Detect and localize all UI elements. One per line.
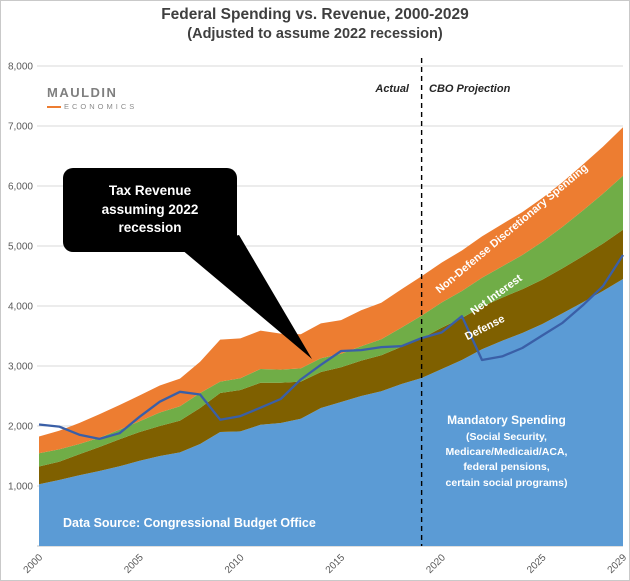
callout-line1: Tax Revenue bbox=[108, 182, 192, 198]
svg-text:6,000: 6,000 bbox=[8, 182, 33, 193]
svg-text:2005: 2005 bbox=[122, 552, 146, 576]
svg-text:3,000: 3,000 bbox=[8, 362, 33, 373]
cbo-projection-label: CBO Projection bbox=[429, 83, 511, 95]
actual-label: Actual bbox=[375, 83, 409, 95]
svg-text:1,000: 1,000 bbox=[8, 482, 33, 493]
svg-text:8,000: 8,000 bbox=[8, 62, 33, 73]
mauldin-logo-subtitle: ECONOMICS bbox=[47, 102, 137, 111]
chart-title: Federal Spending vs. Revenue, 2000-2029 … bbox=[1, 6, 629, 42]
svg-text:2010: 2010 bbox=[223, 552, 247, 576]
data-source-label: Data Source: Congressional Budget Office bbox=[63, 516, 316, 530]
mauldin-logo: MAULDIN ECONOMICS bbox=[47, 85, 137, 111]
callout-line3: recession bbox=[118, 220, 182, 236]
svg-text:2000: 2000 bbox=[22, 552, 46, 576]
callout-line2: assuming 2022 bbox=[101, 201, 199, 217]
svg-text:5,000: 5,000 bbox=[8, 242, 33, 253]
svg-text:4,000: 4,000 bbox=[8, 302, 33, 313]
chart-title-line2: (Adjusted to assume 2022 recession) bbox=[187, 26, 443, 42]
svg-text:2025: 2025 bbox=[525, 552, 549, 576]
svg-text:2029: 2029 bbox=[606, 552, 630, 576]
mandatory-spending-annotation: Mandatory Spending (Social Security, Med… bbox=[399, 413, 614, 491]
svg-text:2020: 2020 bbox=[424, 552, 448, 576]
tax-revenue-callout: Tax Revenue assuming 2022 recession bbox=[63, 168, 237, 252]
svg-text:7,000: 7,000 bbox=[8, 122, 33, 133]
chart-title-line1: Federal Spending vs. Revenue, 2000-2029 bbox=[161, 6, 469, 23]
svg-text:2015: 2015 bbox=[324, 552, 348, 576]
svg-text:2,000: 2,000 bbox=[8, 422, 33, 433]
logo-accent-bar bbox=[47, 106, 61, 109]
mauldin-logo-wordmark: MAULDIN bbox=[47, 85, 118, 100]
mandatory-annotation-title: Mandatory Spending bbox=[447, 413, 566, 427]
